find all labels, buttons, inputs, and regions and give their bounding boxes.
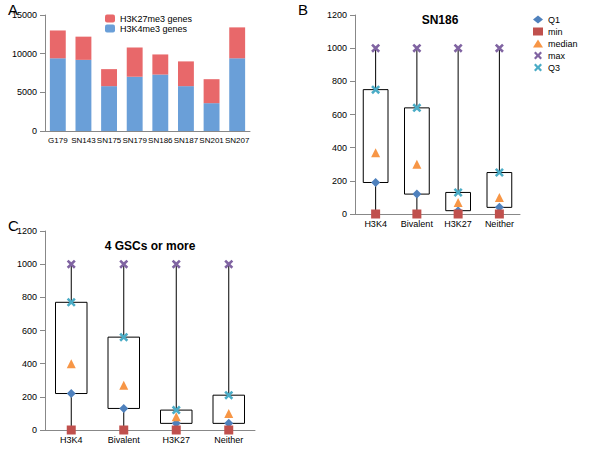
svg-text:SN186: SN186 <box>422 13 459 27</box>
svg-text:1000: 1000 <box>17 259 37 269</box>
svg-text:Q1: Q1 <box>548 15 560 25</box>
svg-text:SN201: SN201 <box>199 136 224 145</box>
svg-text:Neither: Neither <box>485 219 514 229</box>
svg-text:H3K4me3 genes: H3K4me3 genes <box>120 24 188 34</box>
svg-text:SN207: SN207 <box>225 136 250 145</box>
svg-text:H3K27: H3K27 <box>162 435 190 445</box>
svg-text:C: C <box>8 217 19 234</box>
svg-text:SN179: SN179 <box>122 136 147 145</box>
svg-text:200: 200 <box>332 176 347 186</box>
svg-text:SN143: SN143 <box>71 136 96 145</box>
svg-text:15000: 15000 <box>12 10 37 20</box>
svg-text:0: 0 <box>342 209 347 219</box>
svg-text:400: 400 <box>22 359 37 369</box>
svg-text:0: 0 <box>32 126 37 136</box>
svg-text:Neither: Neither <box>214 435 243 445</box>
svg-text:H3K27: H3K27 <box>444 219 472 229</box>
svg-text:600: 600 <box>22 326 37 336</box>
svg-text:Q3: Q3 <box>548 63 560 73</box>
svg-text:max: max <box>548 51 566 61</box>
svg-text:800: 800 <box>332 76 347 86</box>
svg-text:H3K27me3 genes: H3K27me3 genes <box>120 14 193 24</box>
svg-text:10000: 10000 <box>12 49 37 59</box>
svg-text:1200: 1200 <box>17 226 37 236</box>
svg-text:200: 200 <box>22 392 37 402</box>
svg-text:0: 0 <box>32 425 37 435</box>
svg-text:4 GSCs or more: 4 GSCs or more <box>105 239 196 253</box>
svg-text:SN187: SN187 <box>174 136 199 145</box>
svg-text:median: median <box>548 39 578 49</box>
svg-text:G179: G179 <box>48 136 68 145</box>
svg-text:400: 400 <box>332 143 347 153</box>
svg-text:H3K4: H3K4 <box>60 435 83 445</box>
svg-text:1000: 1000 <box>327 43 347 53</box>
svg-text:Bivalent: Bivalent <box>401 219 434 229</box>
svg-text:600: 600 <box>332 110 347 120</box>
svg-text:Bivalent: Bivalent <box>108 435 141 445</box>
svg-text:min: min <box>548 27 563 37</box>
svg-text:SN186: SN186 <box>148 136 173 145</box>
svg-text:B: B <box>298 1 308 18</box>
svg-text:1200: 1200 <box>327 10 347 20</box>
svg-text:SN175: SN175 <box>97 136 122 145</box>
svg-text:5000: 5000 <box>17 87 37 97</box>
svg-text:H3K4: H3K4 <box>364 219 387 229</box>
svg-text:800: 800 <box>22 292 37 302</box>
